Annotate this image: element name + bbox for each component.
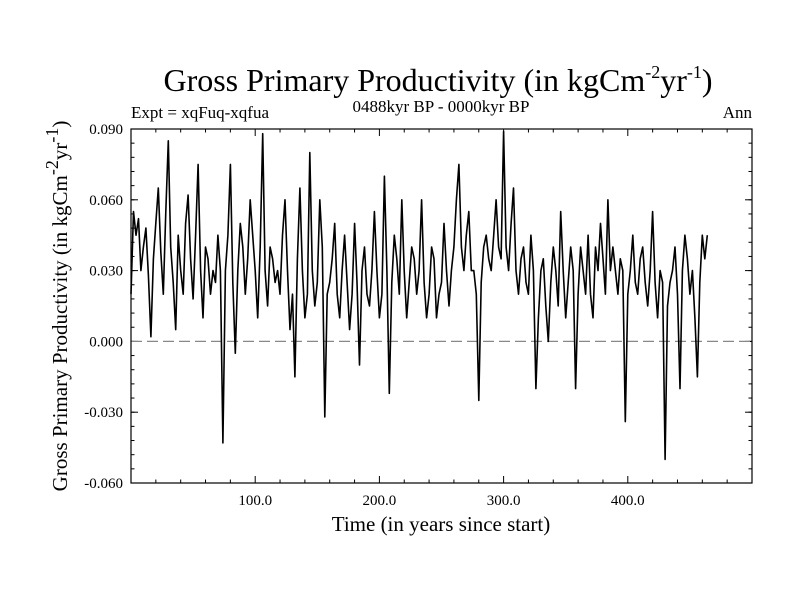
experiment-label: Expt = xqFuq-xqfua bbox=[131, 103, 269, 122]
season-label: Ann bbox=[723, 103, 753, 122]
x-axis-label: Time (in years since start) bbox=[332, 512, 551, 536]
plot-frame bbox=[130, 128, 753, 484]
y-tick-label: -0.060 bbox=[84, 476, 123, 492]
y-tick-label: -0.030 bbox=[84, 405, 123, 421]
x-tick-label: 100.0 bbox=[238, 493, 272, 509]
y-tick-label: 0.090 bbox=[89, 122, 123, 138]
y-axis-label: Gross Primary Productivity (in kgCm-2yr-… bbox=[42, 121, 72, 492]
x-tick-label: 200.0 bbox=[363, 493, 397, 509]
x-tick-label: 400.0 bbox=[611, 493, 645, 509]
y-tick-label: 0.030 bbox=[89, 264, 123, 280]
x-axis-ticks: 100.0 200.0 300.0 400.0 bbox=[155, 129, 728, 509]
y-tick-label: 0.060 bbox=[89, 193, 123, 209]
y-tick-label: 0.000 bbox=[89, 334, 123, 350]
time-range-label: 0488kyr BP - 0000kyr BP bbox=[353, 97, 530, 116]
gpp-series-line bbox=[130, 130, 709, 461]
y-axis-ticks: 0.090 0.060 0.030 0.000 -0.030 -0.060 bbox=[84, 122, 752, 492]
chart-title: Gross Primary Productivity (in kgCm-2yr-… bbox=[163, 62, 712, 98]
x-tick-label: 300.0 bbox=[487, 493, 521, 509]
